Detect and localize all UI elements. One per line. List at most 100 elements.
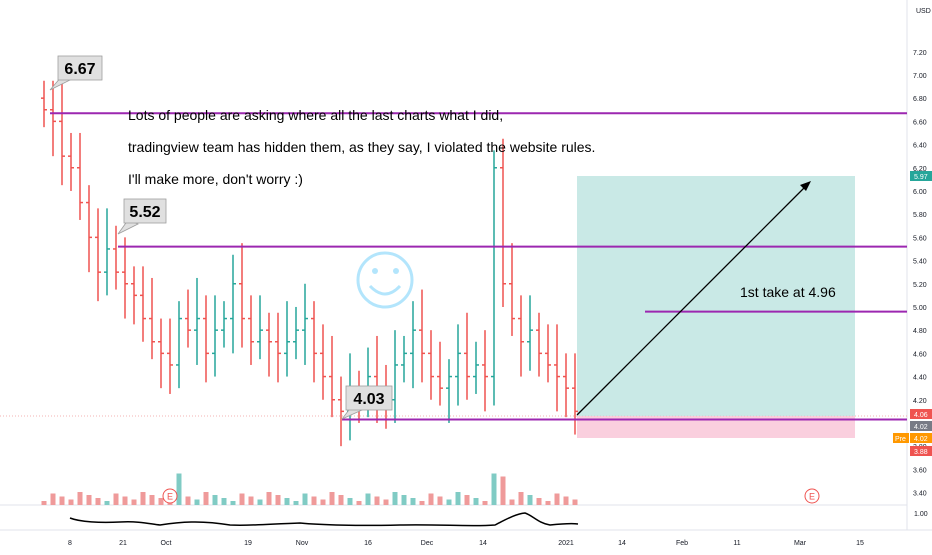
- volume-bar: [131, 499, 137, 505]
- volume-bar: [284, 498, 290, 505]
- earnings-marker-circle: [162, 488, 178, 504]
- volume-bar: [383, 499, 389, 505]
- volume-bar: [248, 496, 254, 505]
- time-tick-label: 21: [119, 540, 127, 547]
- volume-bar: [572, 499, 578, 505]
- badge-background: [910, 171, 932, 181]
- earnings-marker-circle: [804, 488, 820, 504]
- volume-bar: [356, 501, 362, 505]
- volume-bar: [203, 492, 209, 505]
- callout-box: [57, 55, 103, 81]
- annotation-line-3: I'll make more, don't worry :): [128, 171, 303, 187]
- earnings-marker-text: E: [167, 492, 173, 502]
- volume-bar: [545, 501, 551, 505]
- price-tick-label: 4.40: [913, 375, 927, 382]
- volume-bar: [221, 498, 227, 505]
- volume-bar: [410, 498, 416, 505]
- earnings-marker-1[interactable]: E: [162, 488, 178, 504]
- horizontal-levels: [50, 112, 907, 421]
- price-tick-label: 6.40: [913, 143, 927, 150]
- volume-bar: [230, 501, 236, 505]
- level-label-6-67: 6.67: [64, 61, 95, 78]
- price-tick-label: 4.60: [913, 351, 927, 358]
- price-tick-label: 3.60: [913, 467, 927, 474]
- annotation-line-2: tradingview team has hidden them, as the…: [128, 139, 595, 155]
- smiley-face-icon: [356, 251, 414, 309]
- volume-bar: [419, 501, 425, 505]
- earnings-marker-2[interactable]: E: [804, 488, 820, 504]
- time-tick-label: 14: [479, 540, 487, 547]
- volume-bar: [266, 492, 272, 505]
- time-axis: 8 21 Oct 19 Nov 16 Dec 14 2021 14 Feb 11 Mar 15: [68, 540, 864, 547]
- indicator-line: [69, 512, 579, 527]
- volume-bar: [374, 496, 380, 505]
- volume-bar: [338, 495, 344, 505]
- volume-bar: [113, 493, 119, 505]
- premarket-value: 4.02: [914, 436, 928, 443]
- volume-bar: [536, 498, 542, 505]
- time-tick-label: 19: [244, 540, 252, 547]
- volume-bar: [500, 476, 506, 505]
- time-tick-label: Feb: [676, 540, 688, 547]
- smiley-mouth-icon: [368, 284, 402, 296]
- volume-bar: [68, 499, 74, 505]
- last-price-value: 4.06: [914, 412, 928, 419]
- volume-bar: [194, 499, 200, 505]
- price-tick-label: 6.00: [913, 189, 927, 196]
- time-tick-label: 14: [618, 540, 626, 547]
- badge-background: [910, 446, 932, 456]
- volume-bar: [311, 496, 317, 505]
- level-label-4-03: 4.03: [353, 391, 384, 408]
- volume-bar: [59, 496, 65, 505]
- volume-bar: [293, 501, 299, 505]
- smiley-eye-right-icon: [393, 268, 399, 274]
- volume-bar: [554, 493, 560, 505]
- time-tick-label: Oct: [161, 540, 172, 547]
- badge-background: [910, 433, 932, 443]
- loss-zone: [577, 416, 855, 438]
- volume-bar: [320, 499, 326, 505]
- volume-bars: [41, 473, 578, 505]
- volume-bar: [437, 496, 443, 505]
- level-callout-4-03: 4.03: [341, 385, 393, 420]
- callout-box: [345, 385, 393, 411]
- low-price-value: 3.88: [914, 449, 928, 456]
- arrow-head-icon: [800, 181, 811, 191]
- badge-background: [910, 421, 932, 431]
- level-callout-5-52: 5.52: [117, 198, 167, 235]
- price-tick-label: 5.60: [913, 235, 927, 242]
- smiley-eye-left-icon: [372, 268, 378, 274]
- volume-bar: [392, 492, 398, 505]
- price-tick-label: 6.80: [913, 96, 927, 103]
- volume-bar: [185, 496, 191, 505]
- time-tick-label: Dec: [421, 540, 434, 547]
- volume-bar: [140, 492, 146, 505]
- volume-bar: [212, 495, 218, 505]
- time-tick-label: Mar: [794, 540, 807, 547]
- volume-bar: [509, 499, 515, 505]
- volume-bar: [455, 492, 461, 505]
- premarket-label: Pre: [895, 436, 906, 443]
- volume-bar: [563, 496, 569, 505]
- volume-bar: [77, 492, 83, 505]
- price-tick-label: 7.20: [913, 50, 927, 57]
- volume-bar: [491, 473, 497, 505]
- volume-bar: [95, 498, 101, 505]
- volume-bar: [275, 495, 281, 505]
- level-label-5-52: 5.52: [129, 204, 160, 221]
- volume-bar: [347, 498, 353, 505]
- volume-bar: [122, 496, 128, 505]
- indicator-tick-label: 1.00: [914, 511, 928, 518]
- price-tick-label: 4.80: [913, 328, 927, 335]
- price-tick-label: 5.40: [913, 259, 927, 266]
- volume-bar: [329, 492, 335, 505]
- prev-price-value: 4.02: [914, 424, 928, 431]
- take-profit-label: 1st take at 4.96: [740, 284, 836, 300]
- last-price-badge: 4.06: [910, 409, 932, 419]
- volume-bar: [401, 495, 407, 505]
- prev-price-badge: 4.02: [910, 421, 932, 431]
- volume-bar: [158, 498, 164, 505]
- time-tick-label: 2021: [558, 540, 574, 547]
- price-tick-label: 3.40: [913, 491, 927, 498]
- volume-bar: [365, 493, 371, 505]
